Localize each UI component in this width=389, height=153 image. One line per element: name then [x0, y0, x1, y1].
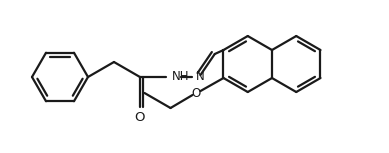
Text: NH: NH — [172, 69, 189, 82]
Text: O: O — [135, 111, 145, 124]
Text: N: N — [195, 69, 204, 82]
Text: O: O — [192, 86, 201, 99]
